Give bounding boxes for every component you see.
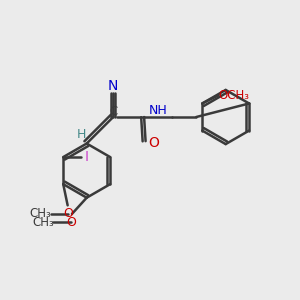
Text: CH₃: CH₃: [29, 207, 51, 220]
Text: OCH₃: OCH₃: [218, 89, 249, 102]
Text: H: H: [77, 128, 86, 141]
Text: CH₃: CH₃: [32, 216, 54, 229]
Text: N: N: [108, 80, 119, 93]
Text: I: I: [85, 150, 89, 164]
Text: O: O: [148, 136, 159, 150]
Text: O: O: [63, 207, 73, 220]
Text: O: O: [66, 216, 76, 229]
Text: NH: NH: [148, 104, 167, 117]
Text: C: C: [109, 105, 117, 118]
